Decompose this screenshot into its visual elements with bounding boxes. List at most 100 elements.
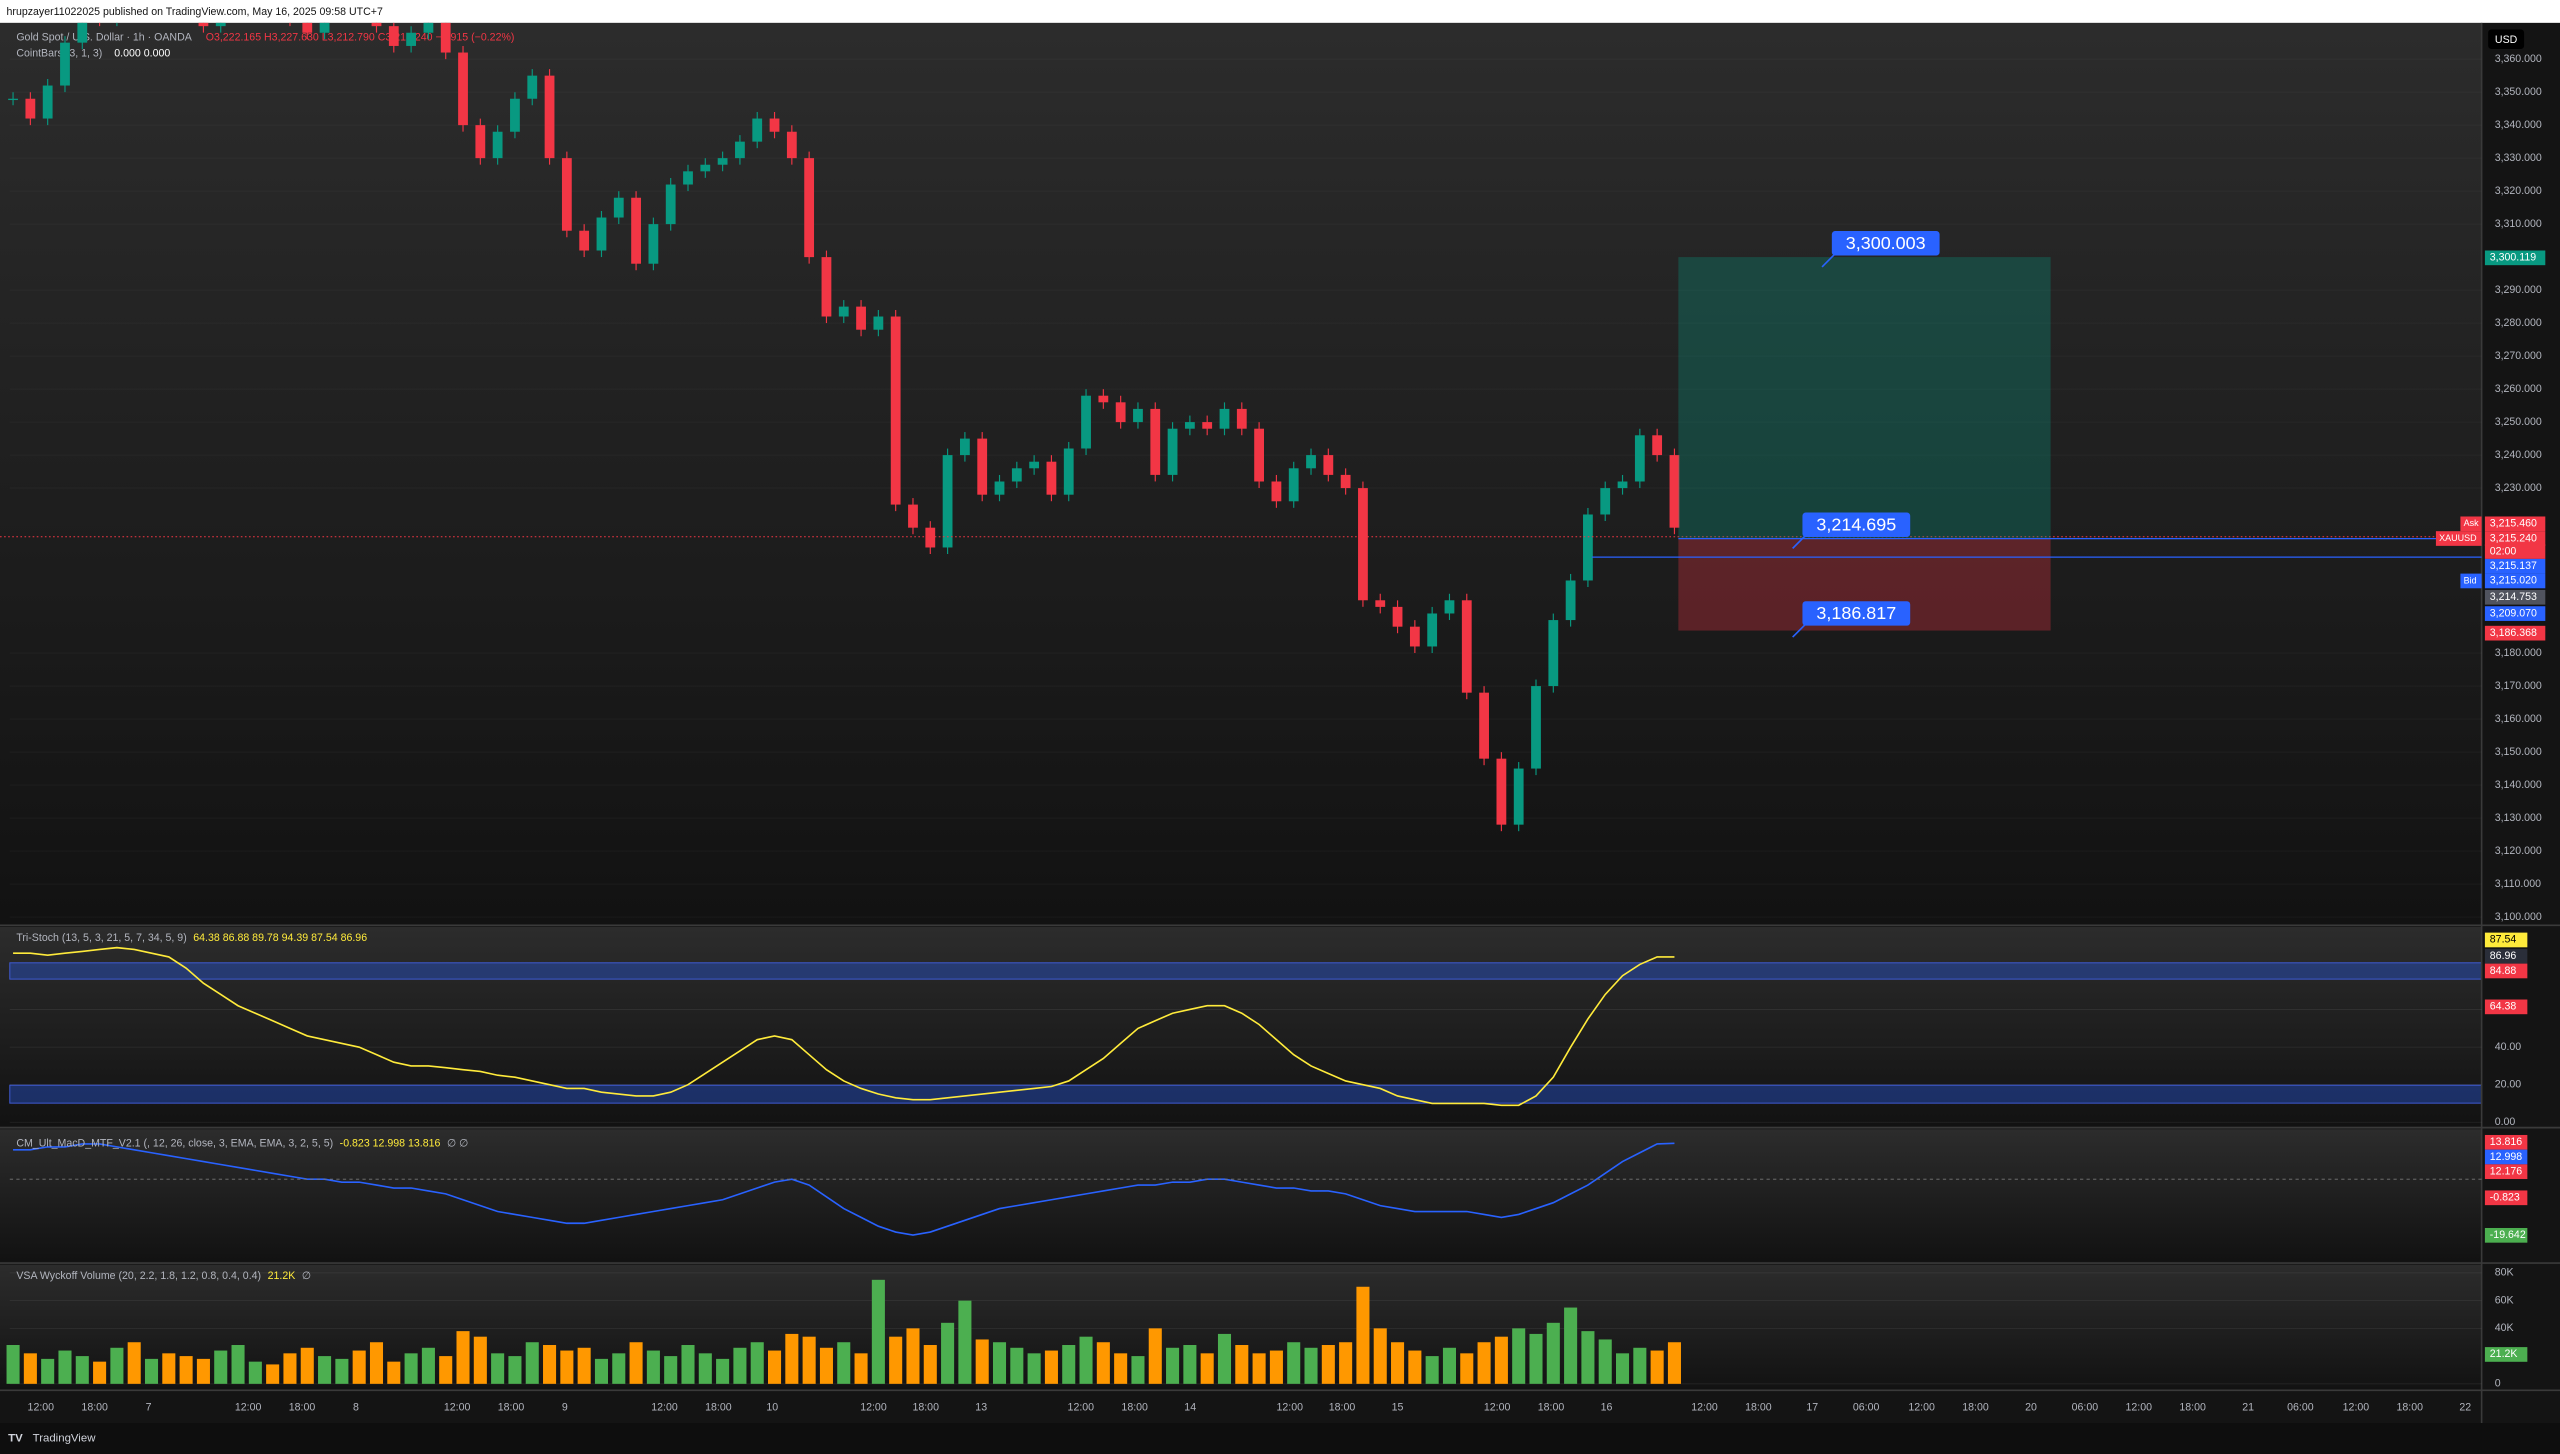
price-badge-label: 3,186.368 [2490,627,2537,639]
volume-bar [785,1333,799,1384]
volume-bar [1044,1350,1058,1384]
indicator-badge [2484,1149,2528,1165]
candle-body [215,22,226,27]
volume-bar [404,1353,418,1384]
candle-body [648,224,659,264]
volume-bar [1650,1350,1664,1384]
position-label: 3,300.003 [1846,233,1926,253]
volume-bar [1598,1339,1612,1384]
price-badge [2484,558,2546,574]
legend-indicator: CointBars (3, 1, 3) [16,48,102,60]
y-tick-label: 3,160.000 [2495,713,2542,725]
volume-bar [1460,1353,1474,1384]
badge-tag [2460,516,2482,532]
pane-values: 64.38 86.88 89.78 94.39 87.54 86.96 [193,932,367,944]
volume-bar [837,1342,851,1384]
candle-body [1513,768,1524,825]
y-tick-label: 3,280.000 [2495,317,2542,329]
volume-bar [1252,1353,1266,1384]
candle-body [527,75,538,99]
position-label: 3,214.695 [1816,514,1896,534]
price-badge-label: 3,214.753 [2490,591,2537,603]
candle-body [1340,474,1351,489]
y-tick-label: 40K [2495,1322,2514,1334]
volume-bar [110,1347,124,1384]
candle-body [804,158,815,258]
x-tick-label: 22 [2459,1401,2471,1413]
volume-bar [421,1347,435,1384]
volume-bar [248,1361,262,1384]
candle-body [579,230,590,251]
candle-body [1600,488,1611,515]
volume-bar [456,1331,470,1384]
x-tick-label: 14 [1184,1401,1196,1413]
volume-bar [681,1345,695,1384]
footer-bar [0,1422,2560,1454]
candle-body [821,257,832,317]
y-tick-label: 3,150.000 [2495,746,2542,758]
volume-bar [1494,1336,1508,1384]
y-tick-label: 3,260.000 [2495,383,2542,395]
candle-body [458,52,468,126]
volume-bar [1148,1328,1162,1384]
x-tick-label: 18:00 [2179,1401,2206,1413]
candle-body [613,197,624,218]
candle-body [475,125,486,159]
candle-body [1548,620,1559,687]
x-tick-label: 06:00 [2072,1401,2099,1413]
volume-bar [318,1356,332,1384]
position-label: 3,186.817 [1816,603,1896,623]
candle-body [388,26,399,46]
volume-bar [1442,1347,1456,1384]
price-badge [2484,544,2546,559]
candle-body [302,22,313,33]
volume-bar [352,1350,366,1384]
volume-bar [1581,1331,1595,1384]
volume-bar [1304,1347,1318,1384]
candle-body [1167,428,1178,475]
candles [8,22,1680,832]
volume-bar [1027,1353,1041,1384]
y-tick-label: 20.00 [2495,1078,2522,1090]
x-tick-label: 18:00 [2397,1401,2424,1413]
candle-body [1427,613,1438,647]
volume-bar [577,1347,591,1384]
indicator-badge [2484,999,2528,1015]
x-tick-label: 12:00 [2126,1401,2153,1413]
volume-bar [369,1342,384,1384]
position-label-box [1802,512,1911,537]
candle-body [1029,461,1040,469]
top-bar [0,0,2560,23]
x-tick-label: 18:00 [912,1401,939,1413]
volume-bar [473,1336,487,1384]
candle-body [631,197,641,264]
x-tick-label: 12:00 [860,1401,887,1413]
position-label-pointer [1792,534,1807,549]
candle-body [596,217,607,251]
y-tick-label: 3,330.000 [2495,152,2542,164]
candle-body [1375,600,1386,607]
volume-bar [144,1358,159,1384]
volume-bar [1287,1342,1301,1384]
y-tick-label: 3,290.000 [2495,284,2542,296]
indicator-line [13,946,1675,1107]
candle-body [1669,455,1680,528]
candle-body [1098,395,1109,403]
indicator-badge [2484,932,2528,948]
candle-body [890,316,901,505]
candle-body [1583,514,1593,581]
pane-title: VSA Wyckoff Volume (20, 2.2, 1.8, 1.2, 0… [16,1270,261,1282]
candle-body [1461,600,1472,693]
candle-body [994,481,1005,495]
x-tick-label: 18:00 [289,1401,316,1413]
overbought-band [9,962,2483,980]
volume-bar [543,1345,557,1384]
position-label-box [1802,601,1911,626]
volume-bar [1633,1347,1647,1384]
pane-extra: ∅ ∅ [447,1138,468,1150]
volume-bar [1339,1342,1353,1384]
candle-body [1271,481,1282,502]
position-label-pointer [1821,253,1836,268]
volume-bar [439,1356,453,1384]
